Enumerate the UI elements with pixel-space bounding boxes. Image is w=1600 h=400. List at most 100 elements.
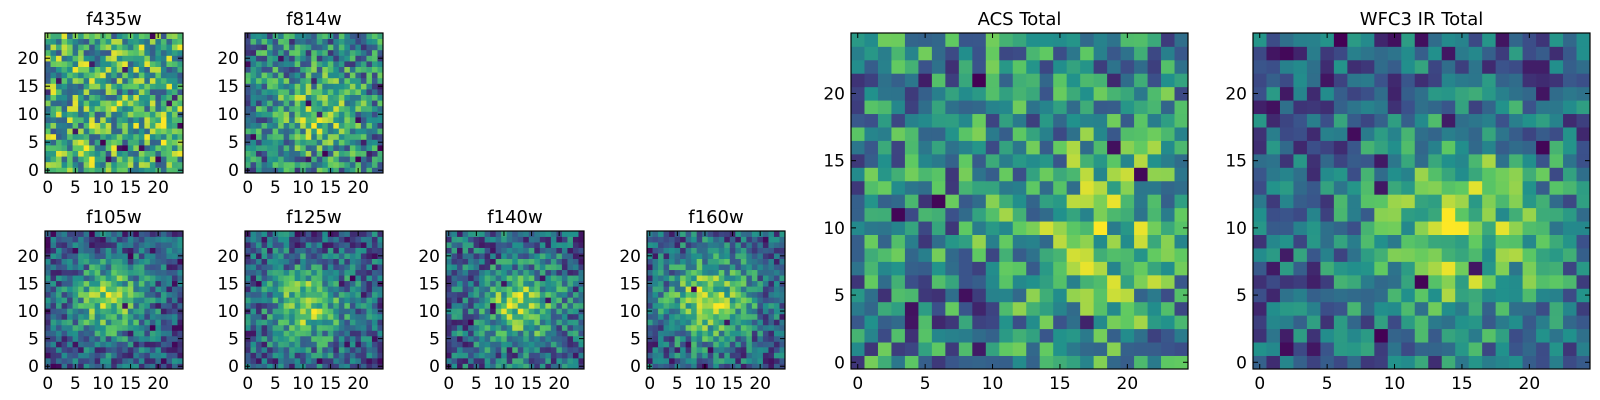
heatmap-cell xyxy=(877,180,892,195)
heatmap-cell xyxy=(283,77,290,84)
x-tick-label: 5 xyxy=(70,374,81,394)
heatmap-cell xyxy=(283,269,290,276)
heatmap-cell xyxy=(572,313,579,320)
heatmap-cell xyxy=(100,77,107,84)
heatmap-cell xyxy=(713,286,720,293)
heatmap-cell xyxy=(138,161,145,168)
heatmap-cell xyxy=(344,66,351,73)
heatmap-cell xyxy=(133,44,140,51)
heatmap-cell xyxy=(702,236,709,243)
heatmap-cell xyxy=(484,313,491,320)
heatmap-cell xyxy=(111,291,118,298)
heatmap-cell xyxy=(718,247,725,254)
heatmap-cell xyxy=(999,100,1014,115)
heatmap-cell xyxy=(1468,301,1483,316)
heatmap-cell xyxy=(1495,221,1510,235)
heatmap-cell xyxy=(355,77,362,84)
heatmap-cell xyxy=(67,253,73,259)
heatmap-cell xyxy=(523,335,530,342)
heatmap-cell xyxy=(155,105,162,112)
heatmap-cell xyxy=(1134,33,1148,47)
heatmap-cell xyxy=(100,150,107,157)
heatmap-cell xyxy=(349,61,356,67)
heatmap-cell xyxy=(78,363,85,370)
heatmap-cell xyxy=(746,286,753,293)
heatmap-cell xyxy=(1134,100,1148,115)
heatmap-cell xyxy=(177,236,184,243)
heatmap-cell xyxy=(652,357,659,364)
heatmap-cell xyxy=(177,156,184,163)
heatmap-cell xyxy=(355,297,362,304)
heatmap-cell xyxy=(1039,127,1054,141)
heatmap-cell xyxy=(707,313,714,320)
heatmap-cell xyxy=(484,236,491,243)
heatmap-cell xyxy=(83,105,90,112)
heatmap-cell xyxy=(111,324,118,331)
heatmap-cell xyxy=(327,72,334,79)
heatmap-cell xyxy=(360,313,367,320)
heatmap-cell xyxy=(371,122,378,129)
heatmap-cell xyxy=(1080,100,1095,115)
heatmap-cell xyxy=(457,352,463,359)
heatmap-cell xyxy=(278,38,285,45)
heatmap-cell xyxy=(355,280,362,287)
heatmap-cell xyxy=(501,352,508,359)
heatmap-cell xyxy=(1536,207,1550,222)
heatmap-cell xyxy=(1441,274,1456,289)
heatmap-cell xyxy=(528,335,535,342)
heatmap-cell xyxy=(674,357,681,364)
heatmap-cell xyxy=(1174,328,1189,343)
heatmap-cell xyxy=(272,247,279,254)
heatmap-cell xyxy=(278,335,285,342)
heatmap-cell xyxy=(495,253,502,259)
heatmap-cell xyxy=(360,139,367,146)
heatmap-cell xyxy=(278,330,285,337)
heatmap-cell xyxy=(322,363,329,370)
heatmap-cell xyxy=(1012,194,1027,209)
heatmap-cell xyxy=(556,286,563,293)
heatmap-cell xyxy=(344,117,351,123)
heatmap-cell xyxy=(133,324,140,331)
heatmap-cell xyxy=(305,44,312,51)
heatmap-cell xyxy=(1441,207,1456,222)
heatmap-cell xyxy=(300,264,307,271)
heatmap-cell xyxy=(267,357,273,364)
heatmap-cell xyxy=(333,38,340,45)
heatmap-cell xyxy=(250,242,257,248)
heatmap-cell xyxy=(133,122,140,129)
heatmap-cell xyxy=(702,269,709,276)
heatmap-cell xyxy=(713,363,720,370)
heatmap-cell xyxy=(316,253,323,259)
heatmap-cell xyxy=(1120,167,1135,182)
heatmap-cell xyxy=(718,319,725,326)
heatmap-cell xyxy=(261,117,268,123)
heatmap-cell xyxy=(171,105,178,112)
heatmap-cell xyxy=(707,242,714,248)
heatmap-cell xyxy=(360,308,367,315)
heatmap-cell xyxy=(89,313,96,320)
heatmap-cell xyxy=(50,117,57,123)
heatmap-cell xyxy=(261,357,268,364)
heatmap-cell xyxy=(322,269,329,276)
y-tick-label: 0 xyxy=(834,353,845,373)
heatmap-cell xyxy=(133,33,140,39)
heatmap-cell xyxy=(344,302,351,309)
heatmap-cell xyxy=(83,55,90,62)
heatmap-cell xyxy=(311,363,318,370)
heatmap-cell xyxy=(272,286,279,293)
heatmap-cell xyxy=(685,258,692,265)
heatmap-cell xyxy=(61,357,68,364)
heatmap-cell xyxy=(127,253,134,259)
heatmap-cell xyxy=(333,269,340,276)
heatmap-cell xyxy=(56,242,62,248)
heatmap-cell xyxy=(160,105,167,112)
heatmap-cell xyxy=(116,324,123,331)
heatmap-cell xyxy=(999,234,1014,249)
heatmap-cell xyxy=(322,49,329,56)
heatmap-cell xyxy=(451,357,458,364)
heatmap-cell xyxy=(680,324,687,331)
heatmap-cell xyxy=(479,335,486,342)
heatmap-cell xyxy=(702,264,709,271)
heatmap-cell xyxy=(918,46,933,61)
heatmap-cell xyxy=(160,275,167,282)
